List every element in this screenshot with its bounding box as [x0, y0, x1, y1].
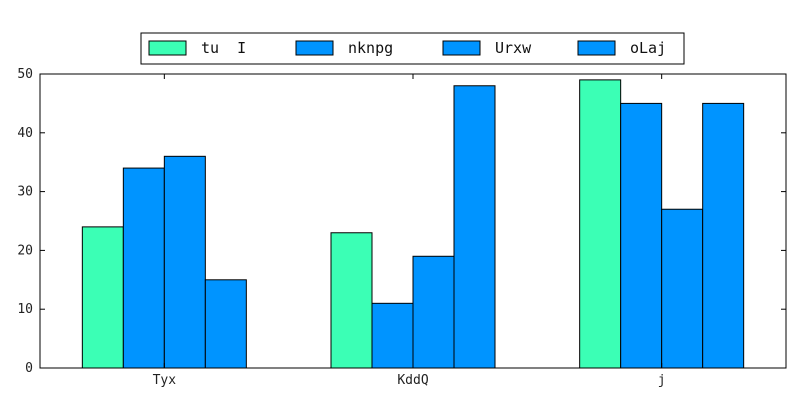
- bar-2-2: [371, 302, 414, 369]
- legend-swatch: [148, 40, 187, 56]
- y-tick-label: 10: [17, 302, 33, 317]
- x-tick-label: j: [658, 373, 666, 388]
- bar-2-3: [620, 102, 663, 369]
- y-axis: 0 10 20 30 40 50: [17, 67, 786, 376]
- legend-label: Urxw: [495, 39, 532, 57]
- bar-4-2: [453, 85, 496, 369]
- bar-1-2: [330, 232, 373, 369]
- bar-3-2: [412, 255, 455, 369]
- legend-swatch: [442, 40, 481, 56]
- legend: tu I nknpg Urxw oLaj: [140, 32, 685, 65]
- bar-1-3: [579, 79, 622, 369]
- bar-2-1: [122, 167, 165, 369]
- legend-label: tu I: [201, 39, 246, 57]
- bar-4-1: [204, 279, 247, 369]
- legend-box: [140, 32, 685, 65]
- bar-3-3: [661, 208, 704, 369]
- y-tick-label: 50: [17, 67, 33, 82]
- bars-group: [81, 79, 745, 369]
- legend-swatch: [295, 40, 334, 56]
- y-tick-label: 40: [17, 126, 33, 141]
- legend-swatch: [577, 40, 616, 56]
- x-tick-label: Tyx: [153, 373, 177, 388]
- bar-4-3: [702, 102, 745, 369]
- y-tick-label: 30: [17, 185, 33, 200]
- legend-label: oLaj: [630, 39, 666, 57]
- y-tick-label: 20: [17, 243, 33, 258]
- bar-1-1: [81, 226, 124, 369]
- y-tick-label: 0: [25, 361, 33, 376]
- bar-3-1: [163, 155, 206, 369]
- legend-label: nknpg: [348, 39, 393, 57]
- x-axis: Tyx KddQ j: [153, 74, 666, 388]
- x-tick-label: KddQ: [397, 373, 428, 388]
